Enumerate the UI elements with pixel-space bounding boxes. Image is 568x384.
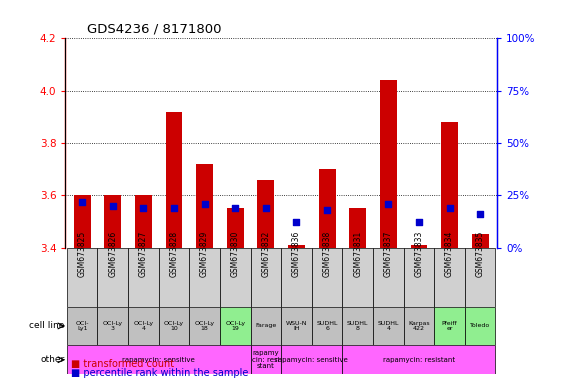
Text: OCI-
Ly1: OCI- Ly1 (76, 321, 89, 331)
Bar (288, 245, 305, 248)
Bar (74, 195, 90, 248)
Bar (67, 345, 250, 374)
Text: cell line: cell line (30, 321, 65, 331)
Bar (319, 169, 336, 248)
Text: rapamycin: sensitive: rapamycin: sensitive (122, 357, 195, 363)
Text: SUDHL
6: SUDHL 6 (316, 321, 338, 331)
Point (445, 205, 454, 211)
Bar (189, 307, 220, 345)
Bar (404, 307, 435, 345)
Bar (373, 248, 404, 307)
Point (323, 207, 332, 213)
Text: WSU-N
IH: WSU-N IH (286, 321, 307, 331)
Text: OCI-Ly
3: OCI-Ly 3 (103, 321, 123, 331)
Bar (98, 307, 128, 345)
Text: SUDHL
8: SUDHL 8 (347, 321, 369, 331)
Text: OCI-Ly
18: OCI-Ly 18 (195, 321, 215, 331)
Bar (343, 248, 373, 307)
Bar (312, 248, 343, 307)
Text: GSM673828: GSM673828 (169, 231, 178, 277)
Point (292, 219, 301, 225)
Bar (343, 307, 373, 345)
Text: GSM673829: GSM673829 (200, 231, 209, 277)
Bar (281, 248, 312, 307)
Bar (227, 208, 244, 248)
Bar (281, 345, 343, 374)
Text: GSM673832: GSM673832 (261, 231, 270, 277)
Bar (220, 248, 250, 307)
Text: other: other (40, 355, 65, 364)
Bar (98, 248, 128, 307)
Bar (250, 307, 281, 345)
Bar (441, 122, 458, 248)
Bar (312, 307, 343, 345)
Bar (166, 112, 182, 248)
Text: GSM673838: GSM673838 (323, 231, 332, 277)
Text: Pfeiff
er: Pfeiff er (442, 321, 457, 331)
Bar (196, 164, 213, 248)
Text: rapamy
cin: resi
stant: rapamy cin: resi stant (252, 350, 279, 369)
Bar (373, 307, 404, 345)
Point (231, 205, 240, 211)
Text: GSM673827: GSM673827 (139, 231, 148, 277)
Bar (411, 245, 427, 248)
Bar (435, 248, 465, 307)
Text: GSM673826: GSM673826 (108, 231, 117, 277)
Point (261, 205, 270, 211)
Bar (349, 208, 366, 248)
Bar (220, 307, 250, 345)
Bar (281, 307, 312, 345)
Text: GSM673837: GSM673837 (384, 231, 393, 277)
Text: ■ transformed count: ■ transformed count (71, 359, 174, 369)
Bar (465, 248, 495, 307)
Bar (105, 195, 121, 248)
Bar (380, 80, 396, 248)
Text: GSM673830: GSM673830 (231, 231, 240, 277)
Text: GSM673825: GSM673825 (78, 231, 87, 277)
Bar (67, 248, 98, 307)
Text: GSM673833: GSM673833 (415, 231, 423, 277)
Point (475, 211, 485, 217)
Bar (250, 248, 281, 307)
Text: rapamycin: resistant: rapamycin: resistant (383, 357, 455, 363)
Text: OCI-Ly
19: OCI-Ly 19 (225, 321, 245, 331)
Bar (257, 180, 274, 248)
Text: rapamycin: sensitive: rapamycin: sensitive (275, 357, 348, 363)
Bar (343, 345, 495, 374)
Text: Farage: Farage (255, 323, 277, 328)
Text: GSM673836: GSM673836 (292, 231, 301, 277)
Text: OCI-Ly
4: OCI-Ly 4 (133, 321, 153, 331)
Point (200, 200, 209, 207)
Text: ■ percentile rank within the sample: ■ percentile rank within the sample (71, 368, 248, 378)
Bar (189, 248, 220, 307)
Text: SUDHL
4: SUDHL 4 (378, 321, 399, 331)
Bar (250, 345, 281, 374)
Text: GDS4236 / 8171800: GDS4236 / 8171800 (87, 23, 222, 36)
Bar (128, 307, 158, 345)
Bar (158, 307, 189, 345)
Bar (158, 248, 189, 307)
Point (108, 203, 118, 209)
Point (139, 205, 148, 211)
Bar (67, 307, 98, 345)
Bar (472, 235, 488, 248)
Point (169, 205, 178, 211)
Point (384, 200, 393, 207)
Point (78, 199, 87, 205)
Bar (465, 307, 495, 345)
Bar (435, 307, 465, 345)
Bar (128, 248, 158, 307)
Text: GSM673834: GSM673834 (445, 231, 454, 277)
Text: Karpas
422: Karpas 422 (408, 321, 430, 331)
Text: OCI-Ly
10: OCI-Ly 10 (164, 321, 184, 331)
Text: GSM673831: GSM673831 (353, 231, 362, 277)
Text: GSM673835: GSM673835 (475, 231, 485, 277)
Point (415, 219, 424, 225)
Bar (404, 248, 435, 307)
Bar (135, 195, 152, 248)
Text: Toledo: Toledo (470, 323, 490, 328)
